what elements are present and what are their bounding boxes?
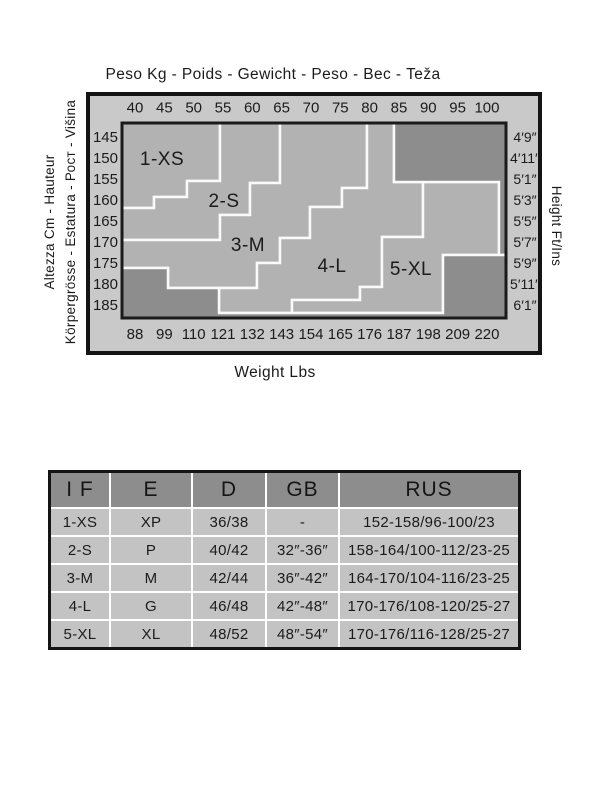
size-table: I F E D GB RUS 1-XS XP 36/38-152-158/96-100/23 2… [48, 470, 521, 650]
table-cell: 2-S [51, 537, 109, 563]
ftin-tick: 5′3″ [513, 192, 536, 208]
kg-tick: 95 [449, 100, 466, 117]
lbs-tick: 165 [328, 326, 353, 343]
table-cell: 4-L [51, 593, 109, 619]
table-header-cell: GB [267, 473, 338, 507]
cm-tick: 160 [93, 192, 118, 209]
kg-tick: 100 [474, 100, 499, 117]
kg-tick: 50 [185, 100, 202, 117]
table-cell: - [267, 509, 338, 535]
table-cell: 170-176/116-128/25-27 [340, 621, 518, 647]
lbs-tick: 121 [210, 326, 235, 343]
table-header-cell: E [111, 473, 191, 507]
table-cell: 42/44 [193, 565, 265, 591]
left-axis-label-line1: Altezza Cm - Hauteur [42, 154, 57, 289]
plot-border [120, 121, 508, 320]
table-cell: 152-158/96-100/23 [340, 509, 518, 535]
bottom-axis-label: Weight Lbs [234, 364, 315, 381]
cm-tick: 170 [93, 234, 118, 251]
table-cell: 170-176/108-120/25-27 [340, 593, 518, 619]
region-label-3-M: 3-M [231, 235, 265, 256]
ftin-tick: 5′7″ [513, 234, 536, 250]
table-cell: 48/52 [193, 621, 265, 647]
region-label-4-L: 4-L [318, 256, 347, 277]
lbs-tick: 176 [357, 326, 382, 343]
table-cell: XP [111, 509, 191, 535]
ftin-tick: 5′9″ [513, 255, 536, 271]
lbs-tick: 154 [298, 326, 323, 343]
lbs-tick: 143 [269, 326, 294, 343]
kg-tick: 45 [156, 100, 173, 117]
table-cell: P [111, 537, 191, 563]
left-axis-label-line2: Körpergrösse - Estatura - Рост - Višina [63, 100, 78, 345]
table-cell: 5-XL [51, 621, 109, 647]
ftin-tick: 5′5″ [513, 213, 536, 229]
kg-tick: 75 [332, 100, 349, 117]
table-cell: 36″-42″ [267, 565, 338, 591]
cm-tick: 165 [93, 213, 118, 230]
kg-tick: 60 [244, 100, 261, 117]
region-label-2-S: 2-S [208, 191, 239, 212]
kg-tick: 90 [420, 100, 437, 117]
cm-tick: 185 [93, 297, 118, 314]
kg-tick: 40 [127, 100, 144, 117]
ftin-tick: 4′9″ [513, 129, 536, 145]
lbs-tick: 88 [127, 326, 144, 343]
table-cell: 32″-36″ [267, 537, 338, 563]
right-axis-label: Height Ft/Ins [549, 186, 564, 266]
kg-tick: 55 [215, 100, 232, 117]
table-cell: 40/42 [193, 537, 265, 563]
table-cell: G [111, 593, 191, 619]
table-header-cell: D [193, 473, 265, 507]
lbs-tick: 99 [156, 326, 173, 343]
table-cell: XL [111, 621, 191, 647]
table-cell: 3-M [51, 565, 109, 591]
ftin-tick: 5′1″ [513, 171, 536, 187]
table-cell: 1-XS [51, 509, 109, 535]
lbs-tick: 209 [445, 326, 470, 343]
lbs-tick: 132 [240, 326, 265, 343]
kg-tick: 65 [273, 100, 290, 117]
kg-tick: 80 [361, 100, 378, 117]
cm-tick: 145 [93, 129, 118, 146]
size-region-chart: Peso Kg - Poids - Gewicht - Peso - Вес -… [42, 66, 564, 381]
region-label-1-XS: 1-XS [140, 149, 184, 170]
ftin-tick: 5′11″ [510, 276, 540, 292]
table-cell: 158-164/100-112/23-25 [340, 537, 518, 563]
table-cell: 42″-48″ [267, 593, 338, 619]
chart-title: Peso Kg - Poids - Gewicht - Peso - Вес -… [105, 66, 440, 83]
table-header-cell: I F [51, 473, 109, 507]
table-cell: 46/48 [193, 593, 265, 619]
table-cell: 36/38 [193, 509, 265, 535]
cm-tick: 155 [93, 171, 118, 188]
region-label-5-XL: 5-XL [390, 259, 432, 280]
lbs-tick: 110 [182, 326, 206, 343]
cm-tick: 150 [93, 150, 118, 167]
lbs-tick: 220 [474, 326, 499, 343]
lbs-tick: 187 [386, 326, 411, 343]
cm-tick: 175 [93, 255, 118, 272]
table-cell: M [111, 565, 191, 591]
kg-tick: 85 [391, 100, 408, 117]
table-cell: 164-170/104-116/23-25 [340, 565, 518, 591]
lbs-tick: 198 [416, 326, 441, 343]
cm-tick: 180 [93, 276, 118, 293]
ftin-tick: 6′1″ [513, 297, 536, 313]
table-cell: 48″-54″ [267, 621, 338, 647]
ftin-tick: 4′11″ [510, 150, 540, 166]
kg-tick: 70 [303, 100, 320, 117]
table-header-cell: RUS [340, 473, 518, 507]
